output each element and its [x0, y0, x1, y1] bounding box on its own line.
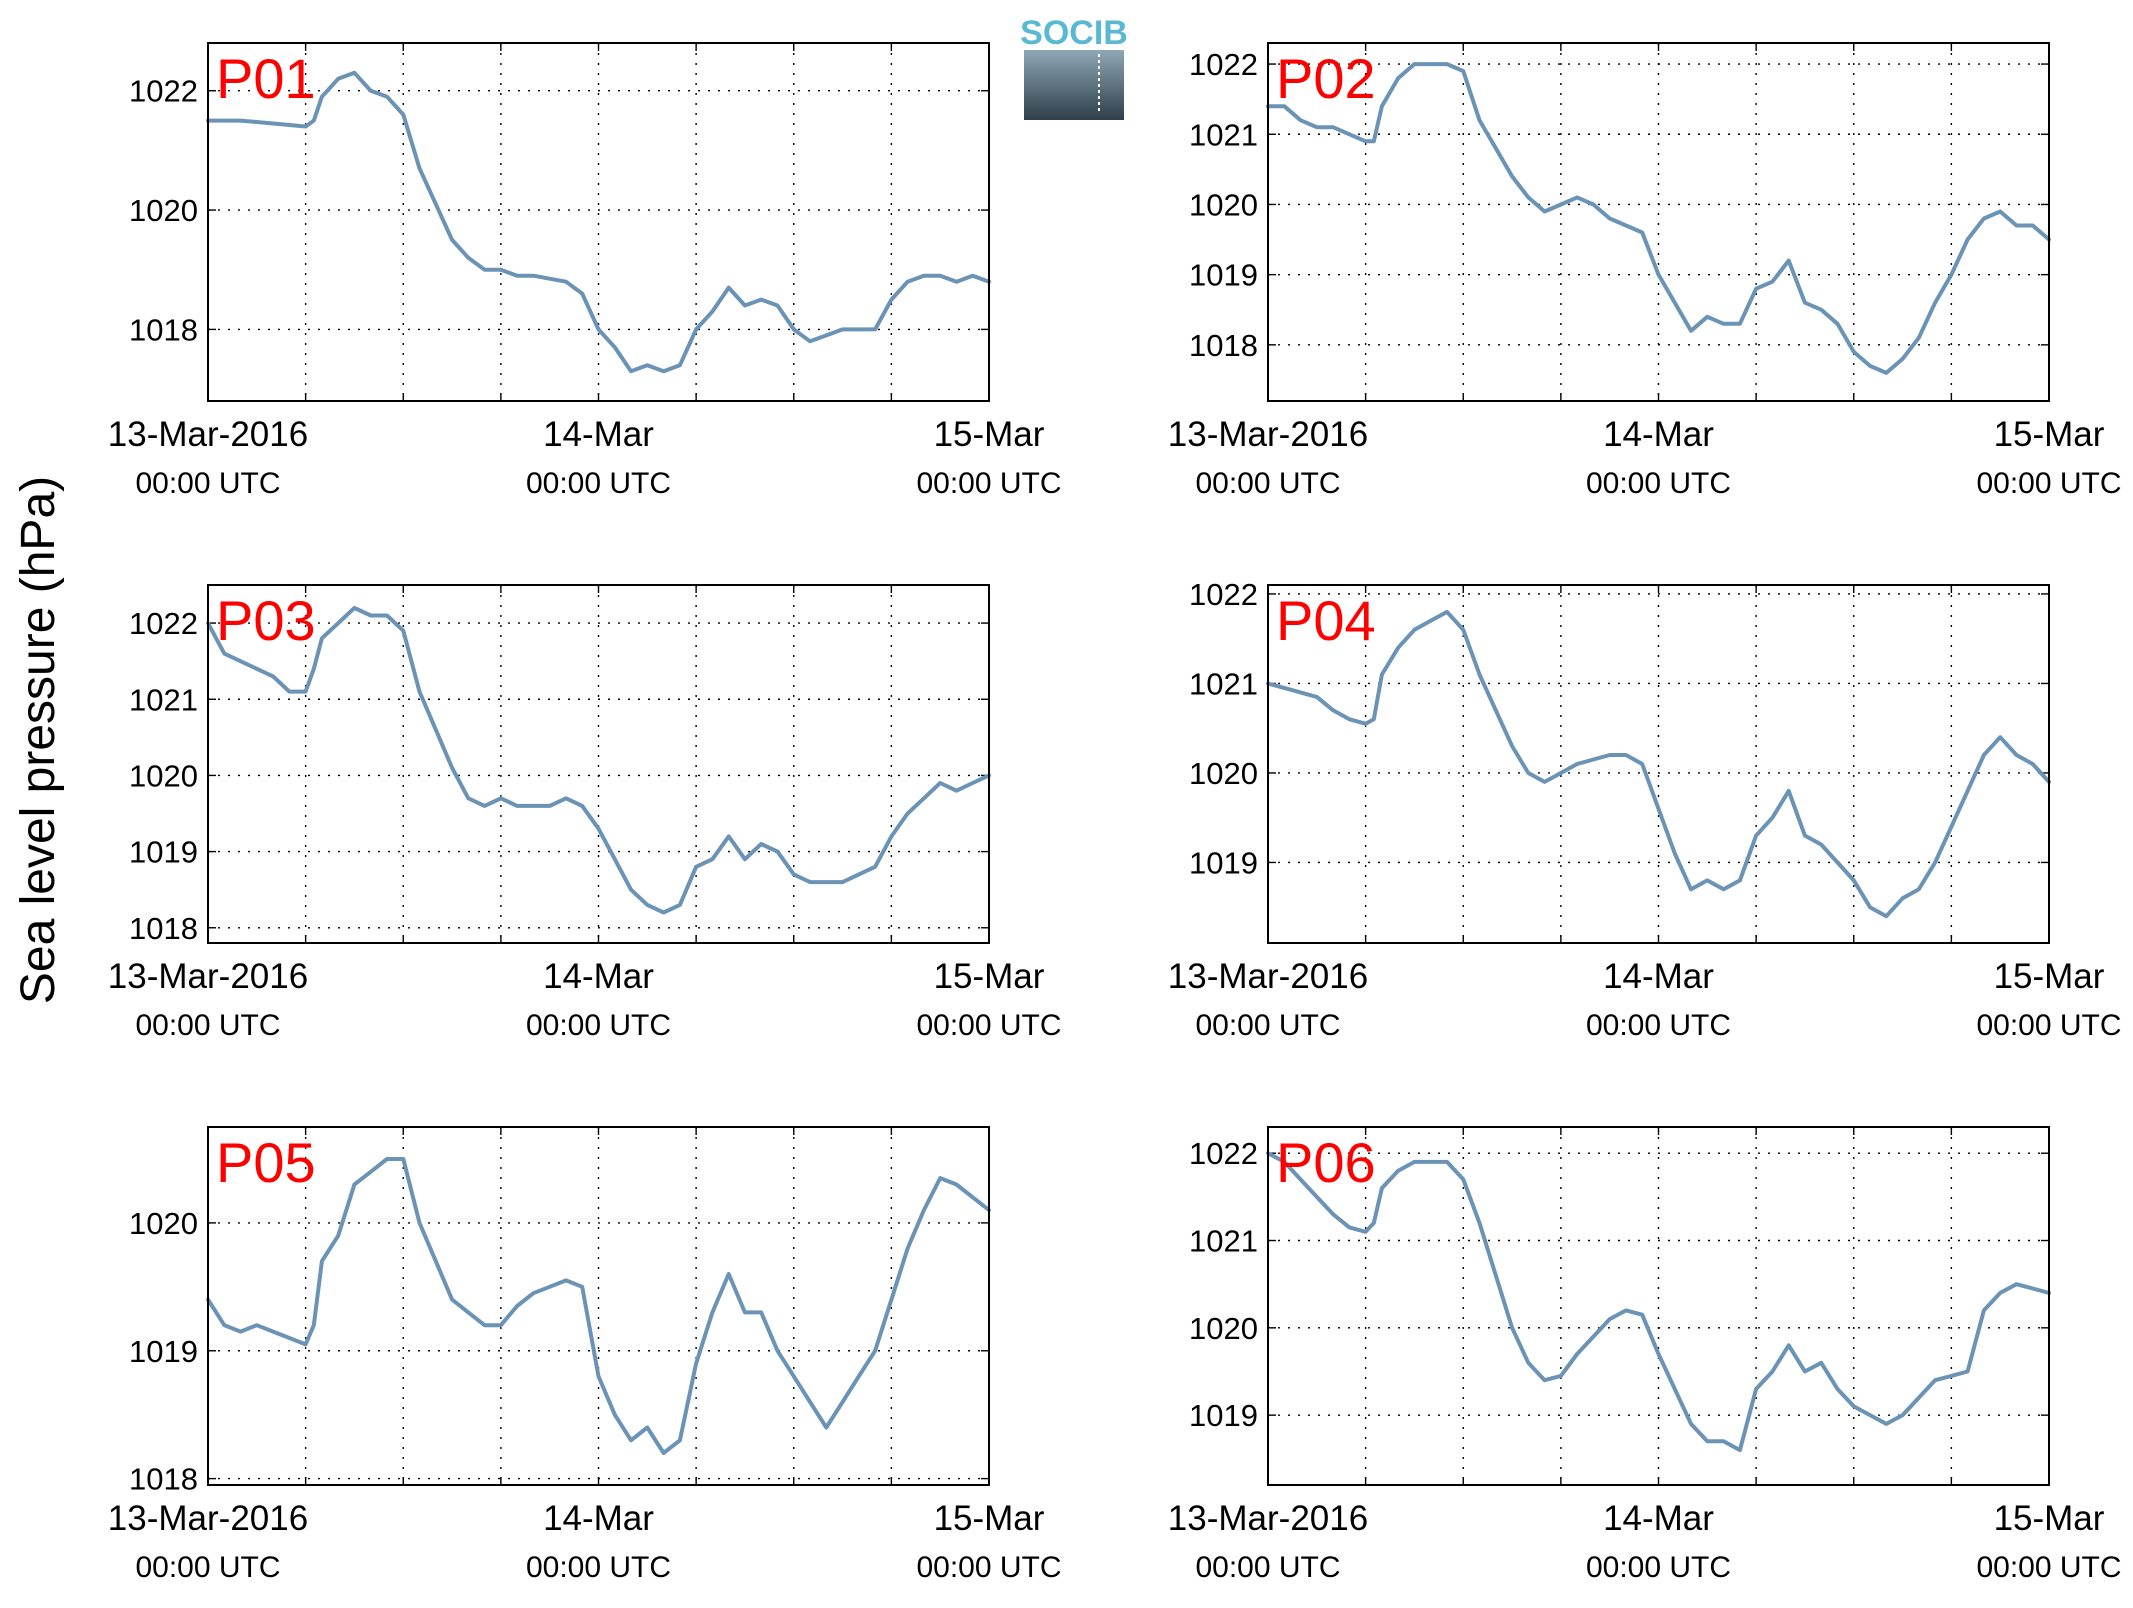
y-tick-label: 1021	[1189, 666, 1258, 701]
axes-frame	[207, 1126, 990, 1486]
y-tick-label: 1022	[1189, 47, 1258, 82]
x-tick-sublabel: 00:00 UTC	[135, 1009, 280, 1042]
x-tick-sublabel: 00:00 UTC	[526, 467, 671, 500]
x-tick-sublabel: 00:00 UTC	[526, 1009, 671, 1042]
y-tick-label: 1022	[129, 606, 198, 641]
panel-label: P04	[1276, 589, 1376, 652]
y-tick-label: 1019	[1189, 258, 1258, 293]
panel-label: P01	[216, 47, 316, 110]
y-tick-label: 1020	[1189, 187, 1258, 222]
y-tick-label: 1018	[129, 312, 198, 347]
panel-p06: 1019 1020 1021 1022 13-Mar-2016 00:00 UTC 14-M…	[1168, 1126, 2122, 1584]
axes-frame	[1267, 1126, 2050, 1486]
x-tick-label: 14-Mar	[543, 957, 654, 996]
logo-block	[1024, 50, 1124, 120]
x-tick-label: 13-Mar-2016	[1168, 1499, 1368, 1538]
y-tick-label: 1020	[129, 193, 198, 228]
socib-logo: SOCIB	[1020, 14, 1128, 120]
panels: 1018 1020 1022 13-Mar-2016 00:00 UTC 14-Mar 00…	[108, 42, 2122, 1584]
y-tick-label: 1021	[1189, 117, 1258, 152]
x-tick-sublabel: 00:00 UTC	[1976, 1551, 2121, 1584]
y-tick-label: 1019	[129, 835, 198, 870]
y-tick-label: 1019	[129, 1334, 198, 1369]
x-tick-label: 14-Mar	[1603, 957, 1714, 996]
x-tick-sublabel: 00:00 UTC	[916, 1551, 1061, 1584]
axes-frame	[1267, 42, 2050, 402]
y-tick-label: 1020	[129, 758, 198, 793]
y-tick-label: 1020	[129, 1206, 198, 1241]
x-tick-label: 15-Mar	[934, 1499, 1045, 1538]
x-tick-label: 13-Mar-2016	[108, 957, 308, 996]
y-tick-label: 1020	[1189, 756, 1258, 791]
y-tick-label: 1018	[129, 1462, 198, 1497]
panel-label: P05	[216, 1131, 316, 1194]
x-tick-label: 15-Mar	[934, 415, 1045, 454]
axes-frame	[207, 584, 990, 944]
x-tick-sublabel: 00:00 UTC	[1586, 1551, 1731, 1584]
y-tick-label: 1019	[1189, 845, 1258, 880]
panel-p02: 1018 1019 1020 1021 1022 13-Mar-2016 00:00 UTC…	[1168, 42, 2122, 500]
panel-p03: 1018 1019 1020 1021 1022 13-Mar-2016 00:00 UTC…	[108, 584, 1062, 1042]
x-tick-sublabel: 00:00 UTC	[1195, 467, 1340, 500]
y-tick-label: 1018	[129, 911, 198, 946]
y-tick-label: 1021	[1189, 1224, 1258, 1259]
x-tick-sublabel: 00:00 UTC	[916, 1009, 1061, 1042]
y-tick-label: 1020	[1189, 1311, 1258, 1346]
x-tick-sublabel: 00:00 UTC	[1976, 467, 2121, 500]
x-tick-label: 13-Mar-2016	[108, 1499, 308, 1538]
panel-p04: 1019 1020 1021 1022 13-Mar-2016 00:00 UTC 14-M…	[1168, 577, 2122, 1042]
x-tick-sublabel: 00:00 UTC	[526, 1551, 671, 1584]
x-tick-sublabel: 00:00 UTC	[135, 1551, 280, 1584]
series-line-p05	[206, 1157, 991, 1455]
x-tick-label: 14-Mar	[1603, 1499, 1714, 1538]
x-tick-sublabel: 00:00 UTC	[1195, 1551, 1340, 1584]
x-tick-label: 14-Mar	[1603, 415, 1714, 454]
x-tick-label: 13-Mar-2016	[108, 415, 308, 454]
y-tick-label: 1022	[129, 74, 198, 109]
panel-p05: 1018 1019 1020 13-Mar-2016 00:00 UTC 14-Mar 00…	[108, 1126, 1062, 1584]
series-line-p01	[206, 70, 991, 374]
x-tick-sublabel: 00:00 UTC	[1195, 1009, 1340, 1042]
x-tick-sublabel: 00:00 UTC	[1586, 1009, 1731, 1042]
y-tick-label: 1022	[1189, 1136, 1258, 1171]
panel-label: P02	[1276, 47, 1376, 110]
y-tick-label: 1019	[1189, 1398, 1258, 1433]
y-tick-label: 1018	[1189, 328, 1258, 363]
series-line-p02	[1266, 62, 2051, 375]
panel-label: P03	[216, 589, 316, 652]
x-tick-label: 15-Mar	[934, 957, 1045, 996]
panel-p01: 1018 1020 1022 13-Mar-2016 00:00 UTC 14-Mar 00…	[108, 42, 1062, 500]
axes-frame	[207, 42, 990, 402]
x-tick-label: 15-Mar	[1994, 415, 2105, 454]
x-tick-label: 14-Mar	[543, 1499, 654, 1538]
series-line-p04	[1266, 609, 2051, 919]
x-tick-label: 15-Mar	[1994, 1499, 2105, 1538]
x-tick-label: 14-Mar	[543, 415, 654, 454]
panel-label: P06	[1276, 1131, 1376, 1194]
x-tick-sublabel: 00:00 UTC	[1586, 467, 1731, 500]
x-tick-sublabel: 00:00 UTC	[135, 467, 280, 500]
y-tick-label: 1022	[1189, 577, 1258, 612]
x-tick-label: 13-Mar-2016	[1168, 957, 1368, 996]
y-axis-label: Sea level pressure (hPa)	[12, 476, 65, 1004]
series-line-p03	[206, 605, 991, 915]
y-tick-label: 1021	[129, 682, 198, 717]
axes-frame	[1267, 584, 2050, 944]
logo-text: SOCIB	[1020, 14, 1128, 52]
x-tick-label: 15-Mar	[1994, 957, 2105, 996]
x-tick-label: 13-Mar-2016	[1168, 415, 1368, 454]
x-tick-sublabel: 00:00 UTC	[916, 467, 1061, 500]
series-line-p06	[1266, 1151, 2051, 1453]
x-tick-sublabel: 00:00 UTC	[1976, 1009, 2121, 1042]
